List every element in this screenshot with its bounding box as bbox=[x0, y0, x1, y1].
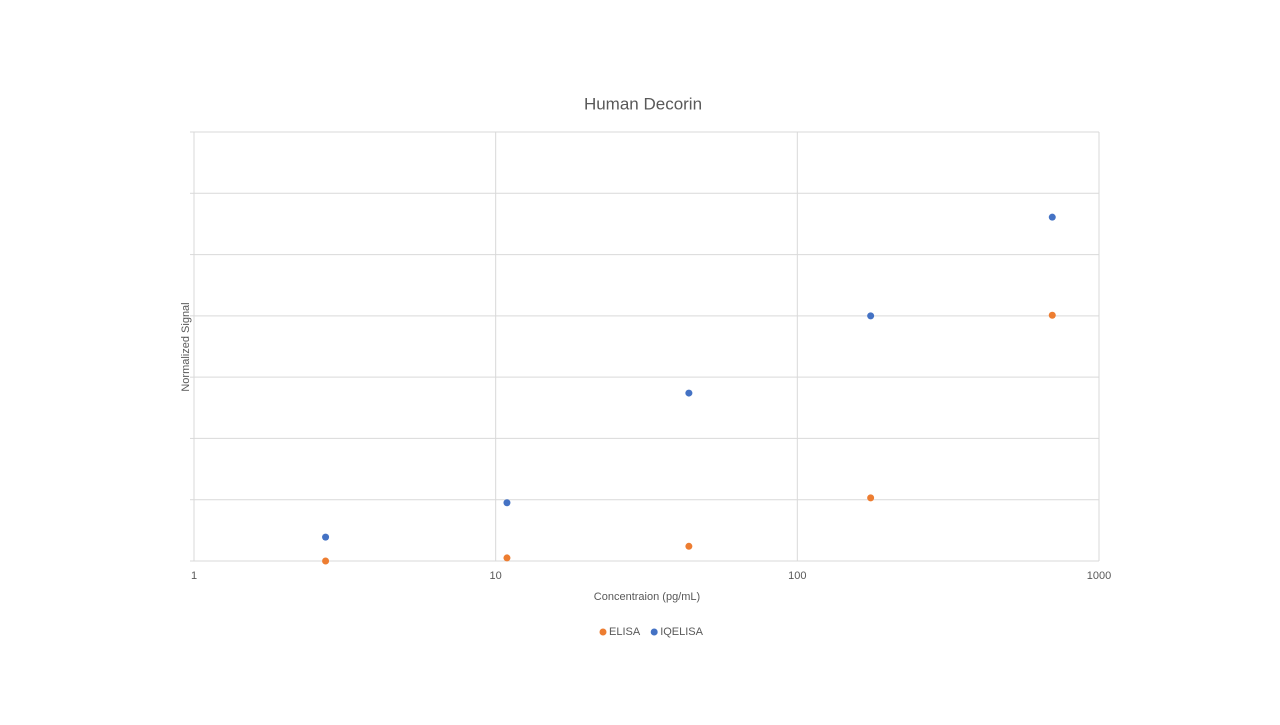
data-point bbox=[1048, 213, 1056, 221]
data-point bbox=[867, 494, 875, 502]
data-point bbox=[1048, 311, 1056, 319]
data-point bbox=[685, 542, 693, 550]
x-tick-label: 1 bbox=[191, 570, 197, 582]
chart-title: Human Decorin bbox=[584, 94, 702, 113]
data-point bbox=[503, 554, 511, 562]
x-tick-label: 10 bbox=[490, 570, 502, 582]
data-point bbox=[867, 312, 875, 320]
x-tick-label: 1000 bbox=[1087, 570, 1111, 582]
data-point bbox=[322, 557, 330, 565]
x-axis-label: Concentraion (pg/mL) bbox=[594, 591, 700, 603]
legend-marker bbox=[650, 628, 658, 636]
data-point bbox=[322, 533, 330, 541]
legend-marker bbox=[599, 628, 607, 636]
legend-label: IQELISA bbox=[660, 626, 703, 638]
data-point bbox=[685, 389, 693, 397]
legend-label: ELISA bbox=[609, 626, 641, 638]
y-axis-label: Normalized Signal bbox=[180, 302, 192, 391]
data-point bbox=[503, 499, 511, 507]
x-tick-label: 100 bbox=[788, 570, 806, 582]
